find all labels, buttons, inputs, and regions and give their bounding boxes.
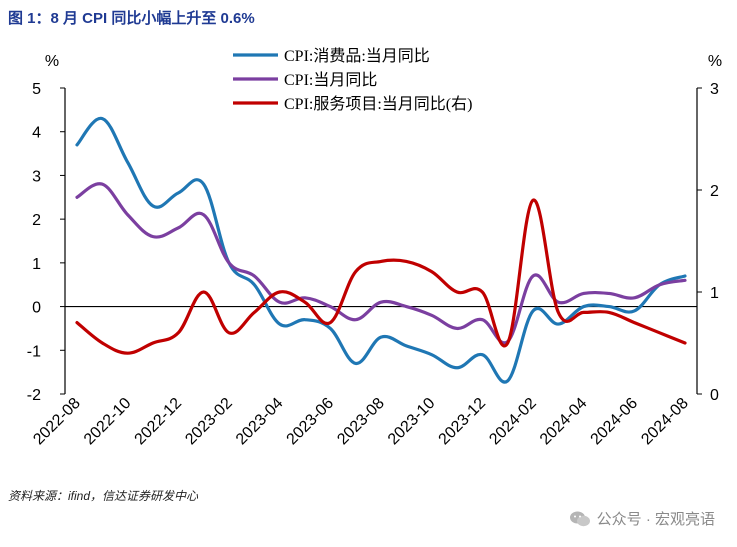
legend-label-1: CPI:消费品:当月同比 [284,47,430,65]
series-line-1 [75,116,687,384]
x-tick-label: 2022-10 [81,395,135,449]
x-tick-label: 2024-04 [537,395,591,449]
series-line-2 [75,182,687,345]
x-tick-label: 2023-10 [385,395,439,449]
watermark: 公众号 · 宏观亮语 [569,508,715,529]
left-tick-label: -2 [27,387,41,404]
left-tick-label: 0 [32,300,41,317]
left-tick-label: -1 [27,343,41,360]
left-tick-label: 1 [32,256,41,273]
x-tick-label: 2023-02 [182,395,236,449]
x-tick-label: 2023-04 [233,395,287,449]
left-axis-unit: % [45,53,59,70]
legend-label-2: CPI:当月同比 [284,71,377,89]
x-tick-label: 2022-12 [132,395,186,449]
left-tick-label: 4 [32,125,41,142]
series-line-3 [75,198,687,355]
legend-label-3: CPI:服务项目:当月同比(右) [284,95,472,113]
line-chart: -2-1012345%0123%2022-082022-102022-12202… [27,47,722,449]
right-tick-label: 1 [710,285,719,302]
left-tick-label: 3 [32,168,41,185]
watermark-text: 公众号 · 宏观亮语 [596,511,715,528]
x-tick-label: 2024-02 [486,395,540,449]
x-tick-label: 2024-06 [588,395,642,449]
x-tick-label: 2023-08 [334,395,388,449]
chart-title: 图 1：8 月 CPI 同比小幅上升至 0.6% [8,10,255,27]
x-tick-label: 2023-12 [436,395,490,449]
x-tick-label: 2024-08 [638,395,692,449]
chart-legend: CPI:消费品:当月同比 CPI:当月同比 CPI:服务项目:当月同比(右) [233,47,472,113]
right-tick-label: 3 [710,81,719,98]
right-tick-label: 2 [710,183,719,200]
source-note: 资料来源：ifind，信达证券研发中心 [8,489,199,503]
x-tick-label: 2023-06 [284,395,338,449]
right-axis-unit: % [708,53,722,70]
left-tick-label: 2 [32,212,41,229]
right-tick-label: 0 [710,387,719,404]
left-tick-label: 5 [32,81,41,98]
chart-lines [75,116,687,384]
wechat-icon [569,511,590,526]
